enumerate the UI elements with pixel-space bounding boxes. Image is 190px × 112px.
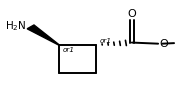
Text: or1: or1 [63,47,74,53]
Text: O: O [127,9,136,19]
Polygon shape [27,25,59,45]
Text: O: O [159,39,168,49]
Text: H$_2$N: H$_2$N [5,19,27,33]
Text: or1: or1 [100,38,112,44]
